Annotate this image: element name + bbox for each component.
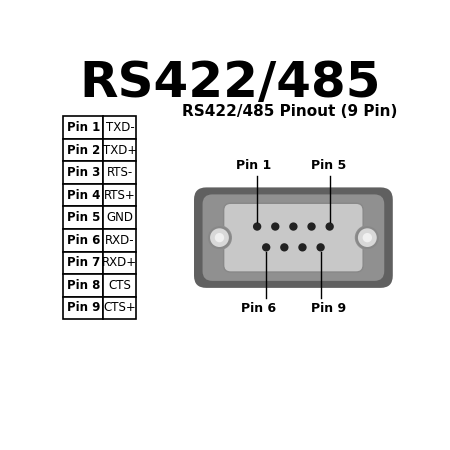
Text: Pin 6: Pin 6 — [67, 234, 100, 247]
Circle shape — [363, 233, 372, 242]
Circle shape — [325, 222, 334, 231]
Circle shape — [307, 222, 316, 231]
Bar — [104, 162, 136, 184]
Bar — [104, 184, 136, 207]
Text: RXD+: RXD+ — [102, 256, 137, 269]
FancyBboxPatch shape — [202, 194, 384, 281]
Text: Pin 3: Pin 3 — [67, 166, 100, 179]
Bar — [63, 229, 104, 252]
Text: Pin 5: Pin 5 — [310, 159, 346, 172]
Bar — [63, 184, 104, 207]
Text: Pin 9: Pin 9 — [310, 302, 346, 315]
Bar — [63, 207, 104, 229]
Bar — [104, 274, 136, 297]
Circle shape — [262, 243, 270, 252]
FancyBboxPatch shape — [224, 203, 363, 272]
FancyBboxPatch shape — [194, 187, 393, 288]
Bar — [104, 139, 136, 162]
Text: Pin 9: Pin 9 — [67, 302, 100, 314]
Bar — [63, 139, 104, 162]
Text: Pin 1: Pin 1 — [236, 159, 271, 172]
Text: RXD-: RXD- — [105, 234, 135, 247]
Text: TXD+: TXD+ — [103, 144, 137, 157]
Circle shape — [280, 243, 288, 252]
Bar — [63, 252, 104, 274]
Bar — [104, 207, 136, 229]
Bar — [104, 252, 136, 274]
Text: TXD-: TXD- — [105, 121, 134, 134]
Circle shape — [215, 233, 224, 242]
Text: Pin 7: Pin 7 — [67, 256, 100, 269]
Circle shape — [355, 225, 380, 250]
Text: Pin 2: Pin 2 — [67, 144, 100, 157]
Circle shape — [271, 222, 279, 231]
Text: CTS+: CTS+ — [104, 302, 136, 314]
Text: RTS-: RTS- — [107, 166, 133, 179]
Text: Pin 8: Pin 8 — [67, 279, 100, 292]
Circle shape — [298, 243, 306, 252]
Bar — [104, 229, 136, 252]
Text: RTS+: RTS+ — [104, 189, 136, 202]
Text: RS422/485: RS422/485 — [80, 59, 382, 108]
Circle shape — [209, 227, 230, 248]
Bar — [63, 274, 104, 297]
Bar — [104, 297, 136, 319]
Circle shape — [253, 222, 261, 231]
Text: RS422/485 Pinout (9 Pin): RS422/485 Pinout (9 Pin) — [182, 104, 398, 119]
Circle shape — [357, 227, 378, 248]
Bar — [63, 162, 104, 184]
Text: CTS: CTS — [108, 279, 131, 292]
Text: Pin 1: Pin 1 — [67, 121, 100, 134]
Text: GND: GND — [106, 211, 133, 224]
Circle shape — [289, 222, 297, 231]
Bar — [104, 117, 136, 139]
Circle shape — [316, 243, 325, 252]
Text: Pin 5: Pin 5 — [67, 211, 100, 224]
Text: Pin 6: Pin 6 — [241, 302, 276, 315]
Bar — [63, 297, 104, 319]
Text: Pin 4: Pin 4 — [67, 189, 100, 202]
Circle shape — [207, 225, 232, 250]
Bar — [63, 117, 104, 139]
